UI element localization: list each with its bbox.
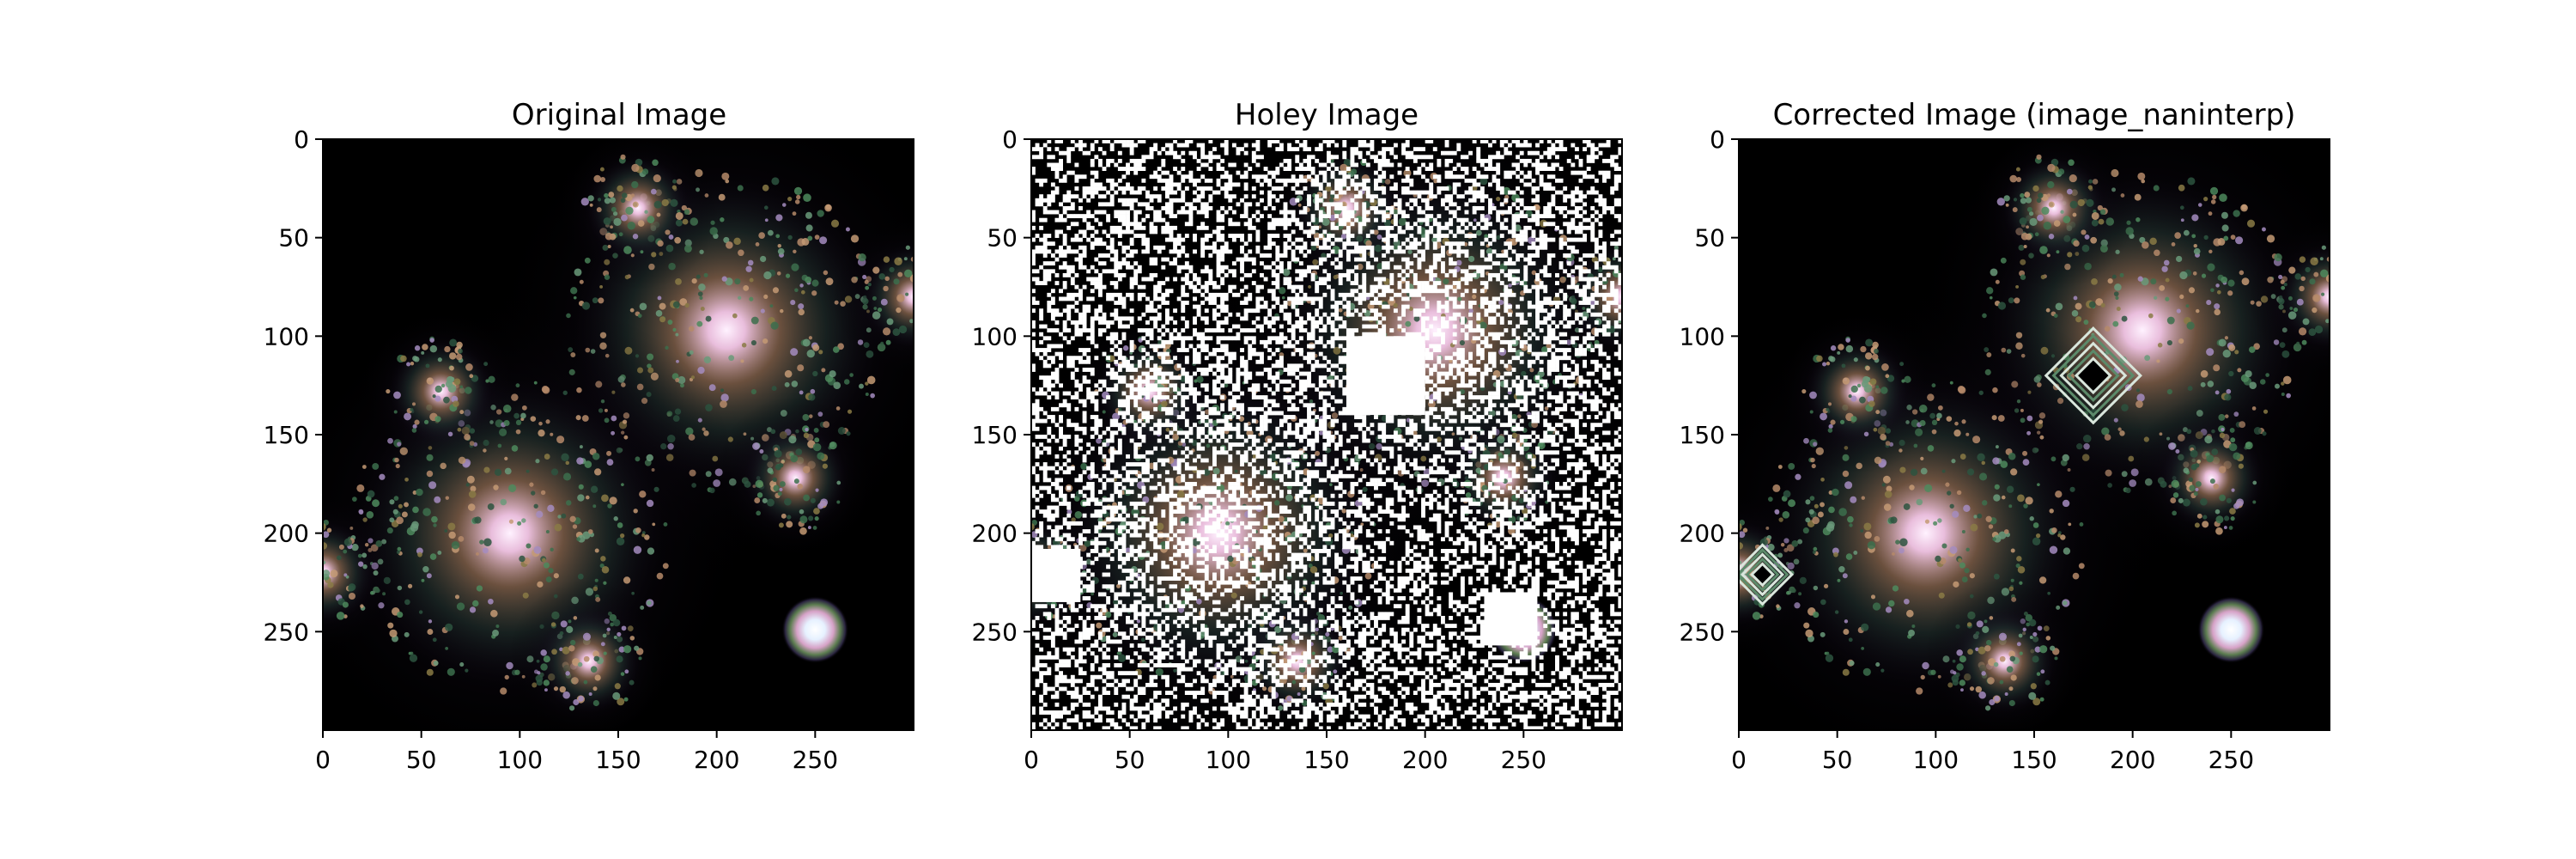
x-tick-label: 250 <box>1501 746 1546 774</box>
x-tick-label: 200 <box>1402 746 1448 774</box>
x-tick-label: 50 <box>1822 746 1853 774</box>
x-tick-label: 150 <box>1303 746 1349 774</box>
y-tick-label: 250 <box>1680 618 1725 646</box>
interpolation-artifact <box>1739 543 1795 606</box>
y-tick-label: 150 <box>1680 421 1725 449</box>
y-tick-label: 200 <box>972 520 1018 548</box>
fractal-cluster <box>713 396 878 560</box>
fractal-cluster <box>831 215 914 379</box>
bright-spot <box>781 596 849 664</box>
image-area <box>1031 139 1622 730</box>
fractal-cluster <box>1971 139 2136 290</box>
plot-holey: 0 50 100 150 200 250 0 50 100 150 200 250 <box>972 125 1623 774</box>
x-tick-label: 150 <box>2011 746 2057 774</box>
y-tick-label: 150 <box>264 421 309 449</box>
panel-holey: Holey Image 0 50 100 150 200 250 0 50 100 150 200 2… <box>972 98 1623 774</box>
fractal-cluster <box>556 139 720 290</box>
panel-title-original: Original Image <box>512 98 726 132</box>
y-tick-label: 0 <box>294 125 309 154</box>
bright-spot <box>2197 596 2265 664</box>
x-tick-label: 150 <box>595 746 641 774</box>
nan-speckle <box>1031 139 1622 730</box>
interpolation-artifact <box>2044 326 2142 425</box>
y-tick-label: 0 <box>1002 125 1018 154</box>
image-area <box>323 139 914 730</box>
x-tick-label: 0 <box>1731 746 1747 774</box>
panel-original: Original Image 0 50 100 150 200 250 0 50 100 150 2… <box>264 98 914 774</box>
image-area <box>1739 139 2330 730</box>
x-tick-label: 50 <box>406 746 437 774</box>
nan-hole <box>1484 592 1538 646</box>
x-tick-label: 250 <box>2208 746 2254 774</box>
y-tick-label: 50 <box>987 224 1018 253</box>
x-tick-label: 0 <box>315 746 331 774</box>
panel-title-corrected: Corrected Image (image_naninterp) <box>1773 98 2296 132</box>
fractal-cluster <box>323 490 405 655</box>
x-tick-label: 100 <box>1206 746 1251 774</box>
y-tick-label: 0 <box>1710 125 1725 154</box>
y-tick-label: 50 <box>278 224 309 253</box>
y-tick-label: 150 <box>972 421 1018 449</box>
x-tick-label: 200 <box>694 746 739 774</box>
y-tick-label: 100 <box>264 322 309 350</box>
y-tick-label: 100 <box>1680 322 1725 350</box>
fractal-cluster <box>507 579 671 730</box>
fractal-cluster <box>359 309 524 473</box>
y-tick-label: 250 <box>972 618 1018 646</box>
x-tick-label: 100 <box>1913 746 1959 774</box>
x-tick-label: 200 <box>2110 746 2155 774</box>
fractal-cluster <box>1775 309 1940 473</box>
nan-hole <box>1031 549 1081 602</box>
fractal-cluster <box>2129 396 2293 560</box>
x-tick-label: 0 <box>1024 746 1039 774</box>
plot-corrected: 0 50 100 150 200 250 0 50 100 150 200 250 <box>1680 125 2330 774</box>
y-tick-label: 50 <box>1694 224 1725 253</box>
panel-title-holey: Holey Image <box>1235 98 1419 132</box>
y-tick-label: 100 <box>972 322 1018 350</box>
nan-hole <box>1346 336 1425 416</box>
x-tick-label: 250 <box>793 746 838 774</box>
plot-original: 0 50 100 150 200 250 0 50 100 150 200 250 <box>264 125 914 774</box>
y-tick-label: 250 <box>264 618 309 646</box>
x-tick-label: 50 <box>1115 746 1145 774</box>
fractal-cluster <box>1923 579 2087 730</box>
y-tick-label: 200 <box>264 520 309 548</box>
y-tick-label: 200 <box>1680 520 1725 548</box>
panel-corrected: Corrected Image (image_naninterp) 0 50 100… <box>1680 98 2330 774</box>
x-tick-label: 100 <box>497 746 543 774</box>
fractal-cluster <box>2247 215 2330 379</box>
